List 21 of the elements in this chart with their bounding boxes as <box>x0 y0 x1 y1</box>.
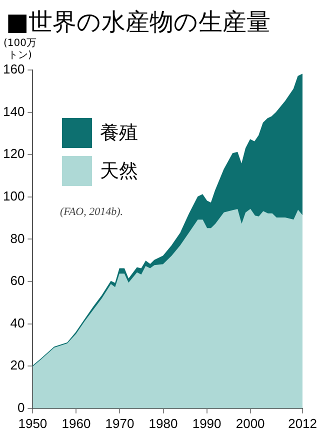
y-tick-label: 160 <box>2 62 25 77</box>
x-tick-label: 1960 <box>62 416 91 431</box>
x-tick-label: 1980 <box>148 416 178 431</box>
x-tick-label: 1970 <box>105 416 134 431</box>
y-tick-label: 140 <box>2 104 25 119</box>
annotation: (FAO, 2014b). <box>60 206 124 218</box>
x-tick-label: 1990 <box>192 416 222 431</box>
x-tick-label: 1950 <box>18 416 48 431</box>
y-tick-label: 40 <box>10 315 25 330</box>
y-axis-title: (100万トン) <box>2 38 38 62</box>
y-tick-label: 20 <box>10 358 25 373</box>
y-tick-label: 100 <box>2 188 25 204</box>
x-tick-label: 2012 <box>288 416 317 431</box>
y-tick-label: 80 <box>10 230 25 246</box>
x-tick-label: 2000 <box>236 416 265 431</box>
y-tick-label: 0 <box>17 400 25 415</box>
legend-label: 天然 <box>100 159 138 184</box>
legend-label: 養殖 <box>100 121 138 146</box>
y-tick-label: 120 <box>2 146 25 162</box>
chart-title: ■世界の水産物の生産量 <box>6 7 271 38</box>
y-tick-label: 60 <box>10 273 25 288</box>
